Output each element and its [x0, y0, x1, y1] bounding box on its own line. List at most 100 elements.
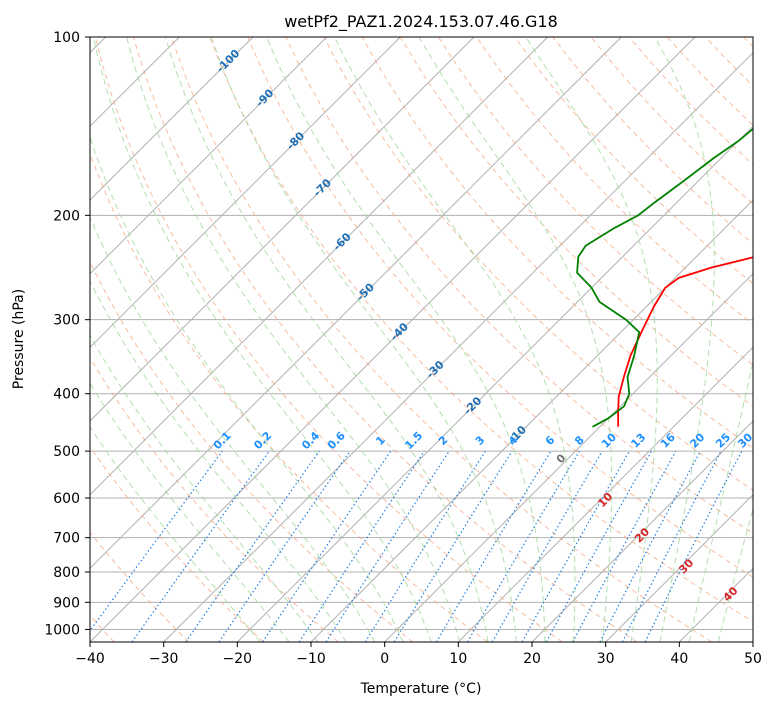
mixing-ratio-label: 0.6 — [325, 429, 348, 452]
x-tick-label: 0 — [380, 651, 389, 667]
mixing-ratio-label: 30 — [735, 430, 755, 450]
series-layer — [576, 127, 753, 428]
isotherm-line — [90, 37, 328, 275]
mixing-ratio-line — [521, 450, 631, 642]
x-tick-label: 20 — [523, 651, 541, 667]
y-tick-label: 100 — [53, 30, 80, 46]
y-tick-label: 700 — [53, 531, 80, 547]
mixing-ratio-line — [218, 450, 351, 642]
mixing-ratio-line — [644, 450, 743, 642]
moist-adiabat — [688, 358, 753, 642]
moist-adiabat — [90, 215, 376, 642]
isotherm-label: -30 — [424, 358, 447, 381]
mixing-ratio-line — [393, 450, 513, 642]
isotherm-line — [531, 420, 753, 642]
moist-adiabat — [210, 37, 517, 642]
mixing-ratio-label: 1 — [373, 433, 388, 448]
temperature-profile-line — [617, 256, 753, 427]
mixing-ratio-label: 0.1 — [211, 429, 234, 452]
dry-adiabat — [90, 446, 264, 642]
dry-adiabat — [247, 37, 753, 578]
y-tick-label: 600 — [53, 491, 80, 507]
y-tick-label: 300 — [53, 313, 80, 329]
dry-adiabat — [209, 37, 753, 623]
isotherm-line — [90, 37, 401, 349]
moist-adiabat — [90, 334, 319, 642]
dry-adiabat — [90, 531, 190, 642]
mixing-ratio-line — [298, 450, 425, 642]
mixing-ratio-label: 0.4 — [299, 429, 322, 452]
dry-adiabat — [437, 37, 753, 366]
mixing-ratio-line — [572, 450, 677, 642]
mixing-ratio-line — [325, 450, 450, 642]
x-tick-label: −10 — [296, 651, 326, 667]
isotherm-line — [236, 125, 753, 642]
x-tick-label: 10 — [449, 651, 467, 667]
moist-adiabat — [92, 37, 432, 642]
x-tick-label: −20 — [223, 651, 253, 667]
mixing-ratio-label: 6 — [543, 433, 558, 448]
moist-adiabat — [90, 279, 347, 642]
isotherm-line — [752, 641, 753, 642]
isotherm-line — [310, 199, 753, 642]
isotherm-line — [605, 493, 753, 642]
mixing-ratio-label: 1.5 — [402, 429, 425, 452]
moist-adiabat — [525, 37, 658, 642]
dry-adiabat — [90, 356, 339, 642]
isotherm-line — [163, 51, 753, 642]
mixing-ratio-label: 3 — [473, 433, 488, 448]
mixing-ratio-line — [435, 450, 552, 642]
y-tick-label: 800 — [53, 565, 80, 581]
isotherm-line — [90, 37, 549, 496]
moist-adiabat — [126, 37, 461, 642]
moist-adiabat-label: 10 — [595, 490, 615, 510]
moist-adiabat — [90, 426, 261, 642]
mixing-ratio-line — [545, 450, 653, 642]
dry-adiabat — [704, 37, 753, 87]
mixing-ratio-line — [599, 450, 702, 642]
mixing-ratio-line — [90, 450, 223, 632]
plot-frame — [89, 36, 754, 643]
moist-adiabat — [164, 37, 489, 642]
dry-adiabat — [666, 37, 753, 126]
dry-adiabat — [514, 37, 753, 285]
dry-adiabat — [743, 37, 753, 48]
moist-adiabat — [266, 37, 546, 642]
moist-adiabat — [717, 506, 753, 642]
y-tick-label: 900 — [53, 595, 80, 611]
mixing-ratio-line — [262, 450, 392, 642]
moist-adiabat — [418, 37, 613, 642]
grid-layer — [90, 37, 753, 642]
isotherm-line — [457, 346, 753, 642]
moist-adiabat — [90, 382, 290, 642]
y-tick-label: 400 — [53, 387, 80, 403]
x-tick-label: 50 — [744, 651, 762, 667]
x-tick-label: −40 — [75, 651, 105, 667]
x-tick-label: −30 — [149, 651, 179, 667]
dewpoint-profile-line — [576, 127, 753, 428]
dry-adiabat — [590, 37, 753, 205]
isotherm-line — [678, 567, 753, 642]
x-axis-label: Temperature (°C) — [360, 681, 482, 697]
dry-adiabat — [399, 37, 753, 407]
y-axis-label: Pressure (hPa) — [11, 289, 27, 389]
mixing-ratio-label: 25 — [713, 431, 733, 451]
moist-adiabat — [654, 37, 715, 642]
line-label-layer: -100-90-80-70-60-50-40-30-20-100.1 0.2 0.4… — [211, 47, 756, 605]
chart-title: wetPf2_PAZ1.2024.153.07.46.G18 — [284, 12, 558, 32]
y-tick-label: 1000 — [44, 622, 80, 638]
isotherm-line — [384, 272, 753, 642]
moist-adiabat-label: 0 — [554, 451, 569, 466]
isotherm-line — [90, 37, 475, 422]
mixing-ratio-label: 20 — [687, 430, 707, 450]
dry-adiabat — [361, 37, 753, 449]
isotherm-line — [90, 37, 622, 570]
mixing-ratio-line — [131, 450, 270, 642]
x-tick-label: 30 — [597, 651, 615, 667]
mixing-ratio-label: 2 — [436, 433, 451, 448]
y-tick-label: 500 — [53, 444, 80, 460]
dry-adiabat — [90, 152, 488, 642]
dry-adiabat — [94, 37, 563, 642]
moist-adiabat-label: 40 — [721, 584, 741, 604]
